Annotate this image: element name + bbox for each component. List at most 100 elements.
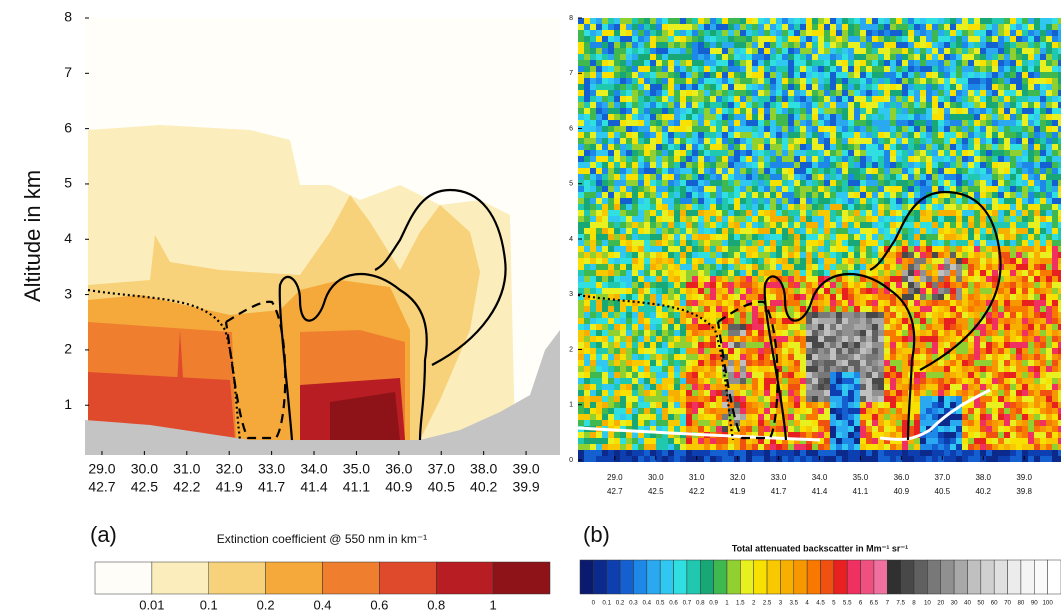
noise-cell — [890, 324, 896, 330]
noise-cell — [908, 228, 914, 234]
noise-cell — [854, 210, 860, 216]
noise-cell — [602, 318, 608, 324]
noise-cell — [602, 162, 608, 168]
noise-cell — [938, 324, 944, 330]
noise-cell — [980, 78, 986, 84]
noise-cell — [674, 84, 680, 90]
noise-cell — [746, 306, 752, 312]
noise-cell — [932, 36, 938, 42]
noise-cell — [974, 96, 980, 102]
noise-cell — [872, 192, 878, 198]
noise-cell — [998, 30, 1004, 36]
noise-cell — [632, 60, 638, 66]
noise-cell — [650, 48, 656, 54]
noise-cell — [590, 78, 596, 84]
noise-cell — [938, 300, 944, 306]
noise-cell — [920, 228, 926, 234]
noise-cell — [926, 18, 932, 24]
noise-cell — [590, 42, 596, 48]
noise-cell — [668, 264, 674, 270]
noise-cell — [908, 132, 914, 138]
noise-cell — [872, 114, 878, 120]
noise-cell — [644, 60, 650, 66]
noise-cell — [626, 372, 632, 378]
noise-cell — [986, 174, 992, 180]
noise-cell — [1016, 360, 1022, 366]
noise-cell — [938, 294, 944, 300]
noise-cell — [938, 330, 944, 336]
noise-cell — [1010, 318, 1016, 324]
noise-cell — [1040, 258, 1046, 264]
noise-cell — [686, 258, 692, 264]
noise-cell — [818, 192, 824, 198]
noise-cell — [812, 168, 818, 174]
noise-cell — [992, 96, 998, 102]
noise-cell — [728, 282, 734, 288]
noise-cell — [590, 228, 596, 234]
noise-cell — [998, 348, 1004, 354]
noise-cell — [752, 288, 758, 294]
noise-cell — [992, 246, 998, 252]
noise-cell — [806, 156, 812, 162]
noise-cell — [668, 186, 674, 192]
noise-cell — [740, 132, 746, 138]
noise-cell — [764, 90, 770, 96]
noise-cell — [638, 102, 644, 108]
noise-cell — [920, 312, 926, 318]
noise-cell — [830, 366, 836, 372]
noise-cell — [782, 204, 788, 210]
noise-cell — [614, 36, 620, 42]
noise-cell — [614, 24, 620, 30]
noise-cell — [938, 252, 944, 258]
noise-cell — [932, 102, 938, 108]
noise-cell — [956, 366, 962, 372]
noise-cell — [656, 234, 662, 240]
noise-cell — [584, 102, 590, 108]
noise-cell — [704, 276, 710, 282]
noise-cell — [668, 216, 674, 222]
noise-cell — [908, 30, 914, 36]
noise-cell — [1004, 102, 1010, 108]
noise-cell — [638, 288, 644, 294]
noise-cell — [968, 210, 974, 216]
noise-cell — [746, 84, 752, 90]
noise-cell — [788, 252, 794, 258]
noise-cell — [590, 156, 596, 162]
noise-cell — [854, 66, 860, 72]
noise-cell — [662, 18, 668, 24]
noise-cell — [872, 66, 878, 72]
noise-cell — [656, 354, 662, 360]
noise-cell — [812, 318, 818, 324]
noise-cell — [632, 72, 638, 78]
noise-cell — [638, 234, 644, 240]
noise-cell — [692, 96, 698, 102]
noise-cell — [794, 204, 800, 210]
noise-cell — [674, 264, 680, 270]
noise-cell — [992, 66, 998, 72]
noise-cell — [1046, 294, 1052, 300]
noise-cell — [1046, 312, 1052, 318]
noise-cell — [950, 150, 956, 156]
noise-cell — [668, 324, 674, 330]
noise-cell — [716, 180, 722, 186]
noise-cell — [830, 312, 836, 318]
noise-cell — [806, 180, 812, 186]
noise-cell — [794, 354, 800, 360]
noise-cell — [812, 60, 818, 66]
noise-cell — [806, 102, 812, 108]
noise-cell — [644, 168, 650, 174]
noise-cell — [782, 228, 788, 234]
noise-cell — [602, 180, 608, 186]
noise-cell — [866, 126, 872, 132]
noise-cell — [590, 90, 596, 96]
noise-cell — [698, 324, 704, 330]
noise-cell — [800, 384, 806, 390]
noise-cell — [812, 156, 818, 162]
noise-cell — [812, 54, 818, 60]
noise-cell — [794, 66, 800, 72]
noise-cell — [644, 42, 650, 48]
noise-cell — [734, 210, 740, 216]
noise-cell — [806, 336, 812, 342]
noise-cell — [908, 288, 914, 294]
noise-cell — [614, 48, 620, 54]
